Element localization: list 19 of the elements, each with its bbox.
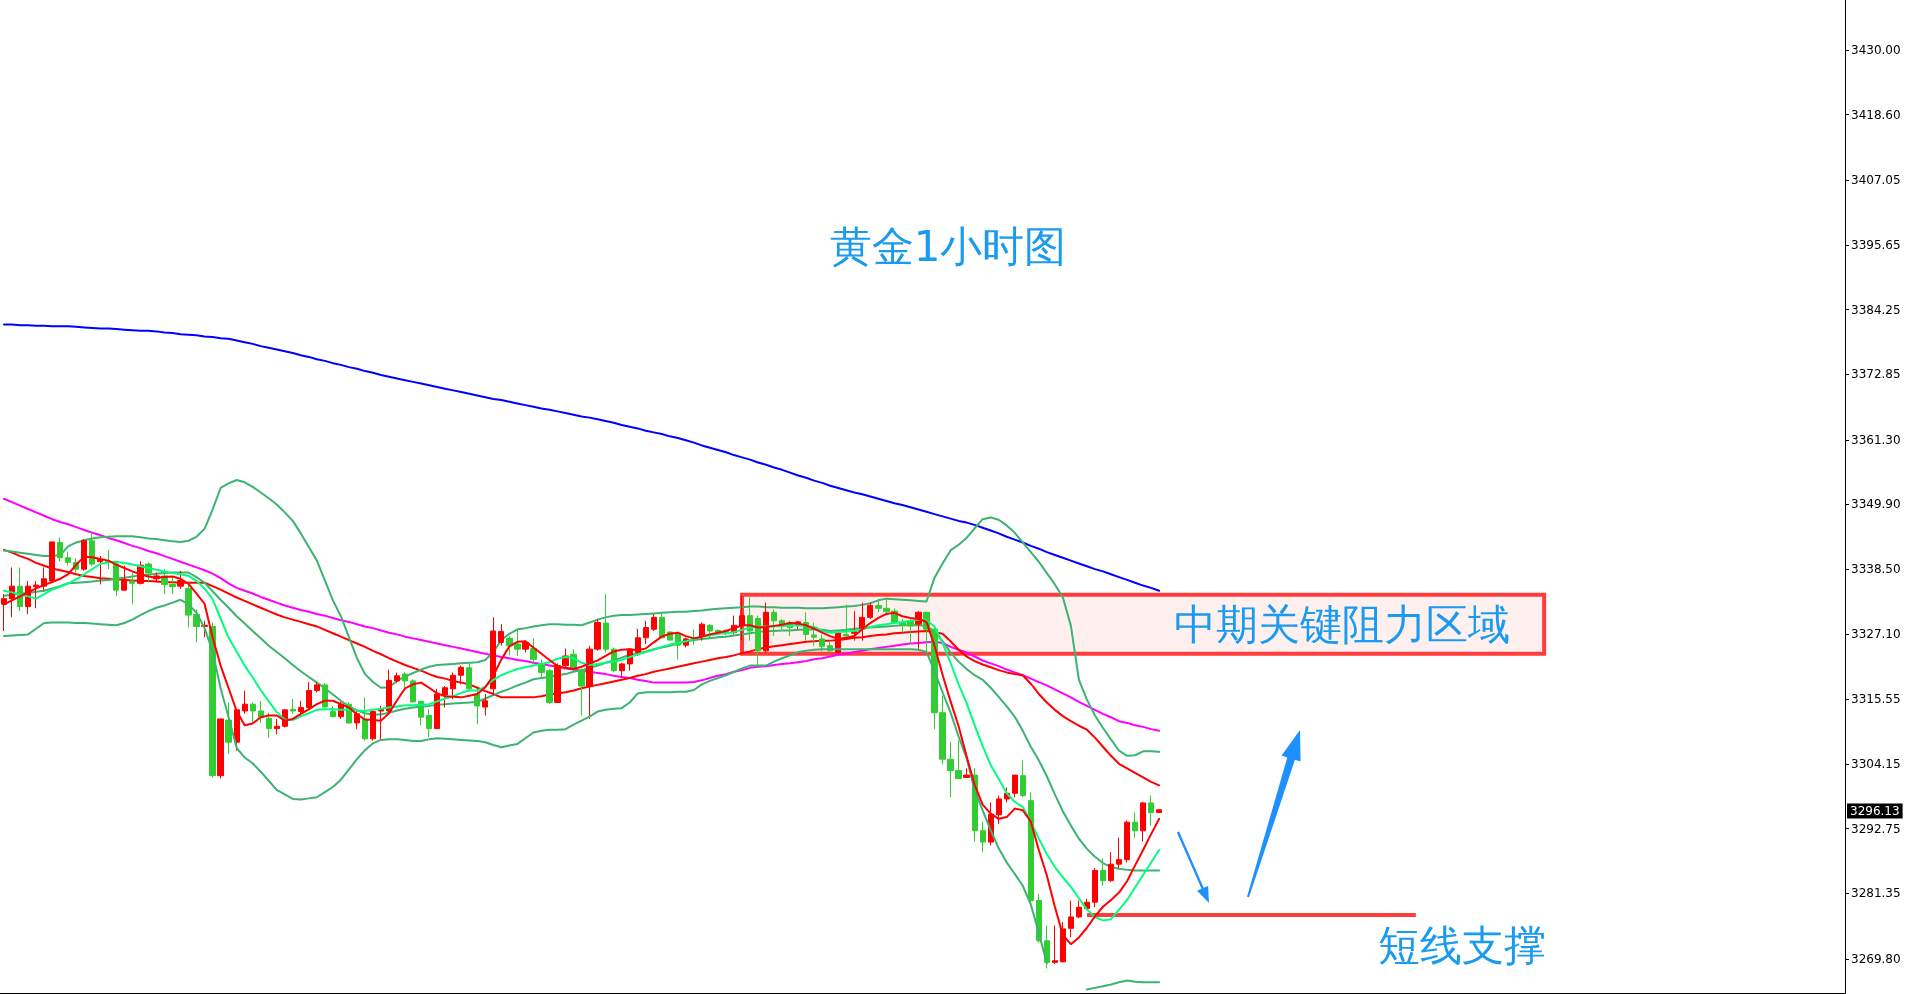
y-tick-label: 3407.05 xyxy=(1851,173,1901,188)
y-tick-label: 3349.90 xyxy=(1851,497,1901,512)
y-tick-label: 3292.75 xyxy=(1851,821,1901,836)
y-tick-label: 3418.60 xyxy=(1851,107,1901,122)
y-tick-label: 3384.25 xyxy=(1851,302,1901,317)
y-tick-label: 3338.50 xyxy=(1851,562,1901,577)
text: 黄金1小时图 xyxy=(829,221,1067,271)
y-tick-label: 3281.35 xyxy=(1851,886,1901,901)
ref-line-label: 短线支撑 xyxy=(1377,921,1546,971)
y-tick-label: 3327.10 xyxy=(1851,626,1901,641)
band-label: 中期关键阻力区域 xyxy=(1174,599,1511,649)
y-tick-label: 3304.15 xyxy=(1851,757,1901,772)
y-tick-label: 3430.00 xyxy=(1851,42,1901,57)
text: 3296.13 xyxy=(1850,804,1900,818)
y-tick-label: 3269.80 xyxy=(1851,951,1901,966)
y-tick-label: 3372.85 xyxy=(1851,367,1901,382)
y-tick-label: 3361.30 xyxy=(1851,432,1901,447)
y-tick-label: 3315.55 xyxy=(1851,692,1901,707)
y-tick-label: 3395.65 xyxy=(1851,237,1901,252)
